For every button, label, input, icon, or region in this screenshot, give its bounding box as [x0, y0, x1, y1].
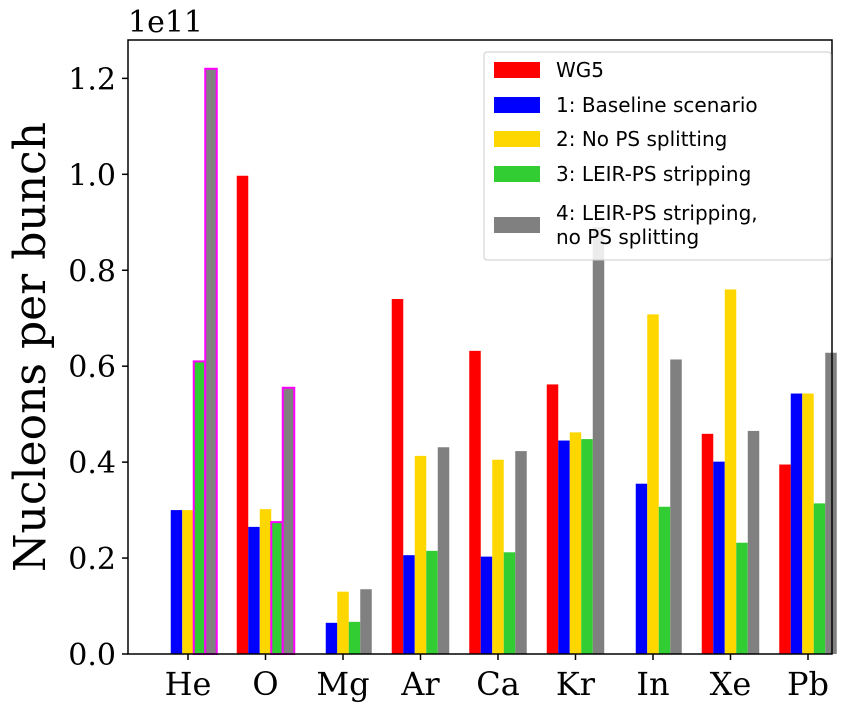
- bar-mg-series-3: [337, 591, 349, 654]
- legend-label: WG5: [556, 58, 604, 82]
- legend-label: 4: LEIR-PS stripping,: [556, 201, 758, 225]
- bar-xe-series-5: [747, 430, 760, 654]
- x-tick-label: He: [165, 665, 212, 703]
- bar-pb-series-1: [779, 464, 791, 654]
- legend-label: 3: LEIR-PS stripping: [556, 162, 751, 186]
- bar-he-series-3: [182, 510, 194, 654]
- bar-mg-series-5: [360, 589, 372, 654]
- y-tick-label: 0.6: [68, 350, 116, 385]
- bar-pb-series-3: [802, 393, 814, 654]
- bar-in-series-2: [635, 483, 648, 654]
- bar-ar-series-4: [426, 550, 438, 654]
- bar-mg-series-4: [348, 621, 361, 654]
- y-axis-label: Nucleons per bunch: [5, 122, 56, 572]
- y-tick-label: 1.2: [68, 62, 116, 97]
- legend-swatch: [494, 131, 540, 147]
- bar-pb-series-5: [825, 352, 837, 654]
- legend-label: 2: No PS splitting: [556, 127, 727, 151]
- bar-mg-series-2: [325, 622, 338, 654]
- y-tick-label: 0.2: [68, 542, 116, 577]
- bar-he-series-5: [204, 67, 218, 655]
- bar-o-series-4: [270, 521, 284, 655]
- bar-he-series-2: [170, 510, 183, 654]
- axes-frame: [127, 39, 833, 655]
- bar-kr-series-2: [558, 440, 570, 654]
- bar-kr-series-5: [592, 227, 605, 654]
- x-tick-label: Ar: [400, 665, 440, 703]
- legend-swatch: [494, 217, 540, 233]
- bar-o-series-2: [248, 526, 260, 654]
- bar-ca-series-3: [492, 459, 504, 654]
- y-tick-label: 1.0: [68, 158, 116, 193]
- y-tick-label: 0.8: [68, 254, 116, 289]
- bar-in-series-3: [647, 314, 659, 654]
- y-tick-label: 0.0: [68, 638, 116, 673]
- legend-label: 1: Baseline scenario: [556, 93, 758, 117]
- bar-kr-series-4: [581, 439, 593, 654]
- bar-pb-series-4: [813, 503, 826, 654]
- bar-xe-series-3: [724, 289, 737, 654]
- bar-o-series-1: [236, 175, 249, 654]
- offset-label: 1e11: [128, 5, 203, 40]
- x-tick-label: Ca: [476, 665, 520, 703]
- y-ticks: 0.0 0.2 0.4 0.6 0.8 1.0 1.2: [68, 62, 128, 673]
- x-tick-label: O: [252, 665, 278, 703]
- x-tick-label: Pb: [787, 665, 829, 703]
- bar-kr-series-1: [546, 384, 559, 654]
- bar-ar-series-1: [391, 299, 404, 654]
- legend-swatch: [494, 62, 540, 78]
- bar-xe-series-4: [736, 542, 748, 654]
- bar-in-series-5: [670, 359, 682, 654]
- x-tick-label: In: [636, 665, 669, 703]
- x-ticks: He O Mg Ar Ca Kr In Xe Pb: [165, 654, 829, 703]
- bar-ca-series-4: [503, 552, 516, 654]
- bar-ar-series-2: [403, 555, 415, 654]
- bar-ca-series-1: [469, 350, 481, 654]
- legend: WG5 1: Baseline scenario 2: No PS splittin…: [483, 51, 832, 261]
- x-tick-label: Mg: [316, 665, 369, 703]
- legend-swatch: [494, 97, 540, 113]
- legend-box: [483, 51, 832, 261]
- bar-o-series-3: [259, 509, 272, 654]
- y-tick-label: 0.4: [68, 446, 116, 481]
- bar-ca-series-2: [480, 556, 493, 654]
- bar-o-series-5: [281, 386, 296, 655]
- bar-xe-series-2: [713, 461, 725, 654]
- bar-kr-series-3: [569, 432, 582, 654]
- x-tick-label: Xe: [710, 665, 752, 703]
- bar-ar-series-5: [437, 447, 450, 654]
- bar-ca-series-5: [515, 451, 527, 654]
- bar-pb-series-2: [790, 393, 803, 654]
- bars-layer: [170, 67, 837, 655]
- bar-he-series-4: [192, 360, 207, 655]
- x-tick-label: Kr: [556, 665, 596, 703]
- bar-ar-series-3: [414, 455, 427, 654]
- legend-swatch: [494, 166, 540, 182]
- legend-label: no PS splitting: [556, 225, 699, 249]
- bar-in-series-4: [658, 506, 671, 654]
- bar-xe-series-1: [701, 433, 714, 654]
